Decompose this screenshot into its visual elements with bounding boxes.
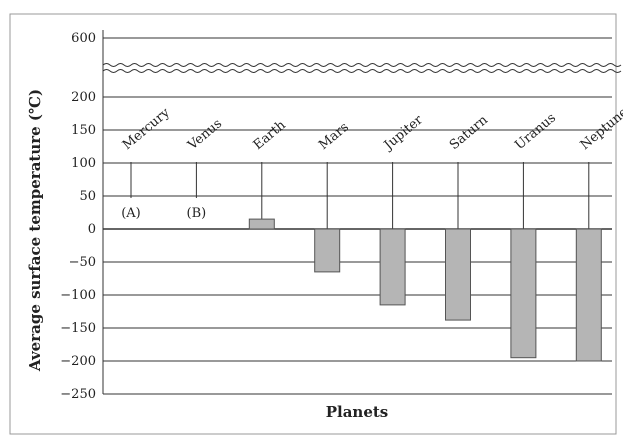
grid-layer bbox=[102, 30, 612, 395]
y-tick-label: −100 bbox=[60, 288, 96, 303]
planet-label: Mercury bbox=[120, 105, 173, 153]
y-tick-label: 0 bbox=[88, 222, 96, 237]
y-axis-title: Average surface temperature (℃) bbox=[26, 89, 44, 372]
break-line bbox=[102, 63, 622, 67]
y-tick-label: −200 bbox=[60, 354, 96, 369]
y-tick-labels: 200 150 100 50 0 −50 −100 −150 −200 −250 600 bbox=[60, 31, 96, 402]
break-line bbox=[102, 69, 622, 73]
y-tick-label: −50 bbox=[69, 255, 96, 270]
y-tick-label: 200 bbox=[71, 90, 96, 105]
y-tick-label: −250 bbox=[60, 387, 96, 402]
chart-frame bbox=[9, 13, 617, 435]
unknown-marker: (A) bbox=[121, 206, 141, 221]
y-tick-label: 600 bbox=[71, 31, 96, 46]
bar-neptune bbox=[575, 228, 602, 362]
y-tick-label: −150 bbox=[60, 321, 96, 336]
axis-break bbox=[102, 63, 622, 73]
planet-label: Earth bbox=[251, 117, 290, 153]
bar-saturn bbox=[445, 228, 471, 321]
planet-label: Mars bbox=[316, 120, 352, 153]
planet-label: Jupiter bbox=[380, 112, 426, 154]
y-tick-label: 150 bbox=[71, 123, 96, 138]
planet-stems bbox=[130, 162, 590, 229]
bar-jupiter bbox=[379, 228, 406, 306]
bar-uranus bbox=[510, 228, 537, 359]
y-tick-label: 100 bbox=[71, 156, 96, 171]
bar-earth bbox=[248, 218, 275, 230]
unknown-marker: (B) bbox=[187, 206, 207, 221]
bar-mars bbox=[314, 228, 341, 273]
planet-label: Uranus bbox=[512, 110, 559, 153]
planet-label: Saturn bbox=[447, 112, 491, 153]
x-axis-title: Planets bbox=[326, 403, 389, 421]
y-tick-label: 50 bbox=[79, 189, 96, 204]
planet-label: Venus bbox=[185, 116, 226, 153]
bars bbox=[248, 218, 602, 362]
